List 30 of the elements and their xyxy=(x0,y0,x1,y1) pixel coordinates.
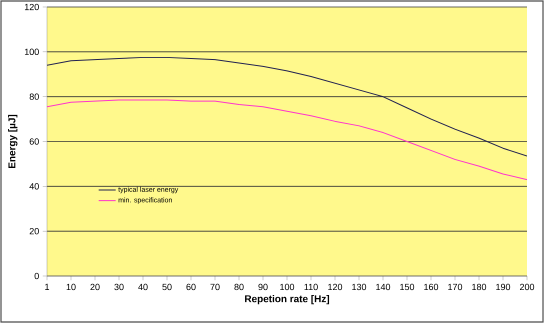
x-tick-label: 20 xyxy=(90,284,100,290)
y-tick-label: 80 xyxy=(30,93,39,100)
x-tick-label: 120 xyxy=(328,284,342,290)
x-tick-label: 40 xyxy=(138,284,148,290)
x-axis-title: Repetion rate [Hz] xyxy=(245,294,330,304)
y-tick-label: 60 xyxy=(30,138,39,145)
x-tick-label: 170 xyxy=(448,284,462,290)
y-tick-label: 120 xyxy=(24,4,39,10)
x-tick-label: 10 xyxy=(66,284,76,290)
x-tick-label: 50 xyxy=(162,284,172,290)
x-tick-label: 140 xyxy=(376,284,390,290)
x-tick-label: 190 xyxy=(496,284,510,290)
x-tick-label: 80 xyxy=(234,284,244,290)
x-tick-label: 60 xyxy=(186,284,196,290)
x-tick-label: 110 xyxy=(304,284,318,290)
x-tick-label: 180 xyxy=(472,284,486,290)
y-tick-label: 20 xyxy=(30,228,39,234)
y-axis-title: Energy [µJ] xyxy=(8,114,18,168)
y-tick-label: 40 xyxy=(29,183,39,190)
x-tick-label: 130 xyxy=(352,284,366,290)
y-tick-label: 100 xyxy=(24,48,39,56)
y-tick-label: 0 xyxy=(34,272,39,280)
x-tick-label: 100 xyxy=(280,284,294,290)
x-tick-label: 200 xyxy=(520,284,534,290)
x-tick-label: 160 xyxy=(424,284,438,290)
x-tick-label: 150 xyxy=(400,284,414,290)
x-tick-label: 90 xyxy=(258,284,268,290)
x-tick-label: 70 xyxy=(210,284,220,290)
x-tick-label: 30 xyxy=(114,284,124,290)
x-tick-label: 1 xyxy=(45,284,50,290)
